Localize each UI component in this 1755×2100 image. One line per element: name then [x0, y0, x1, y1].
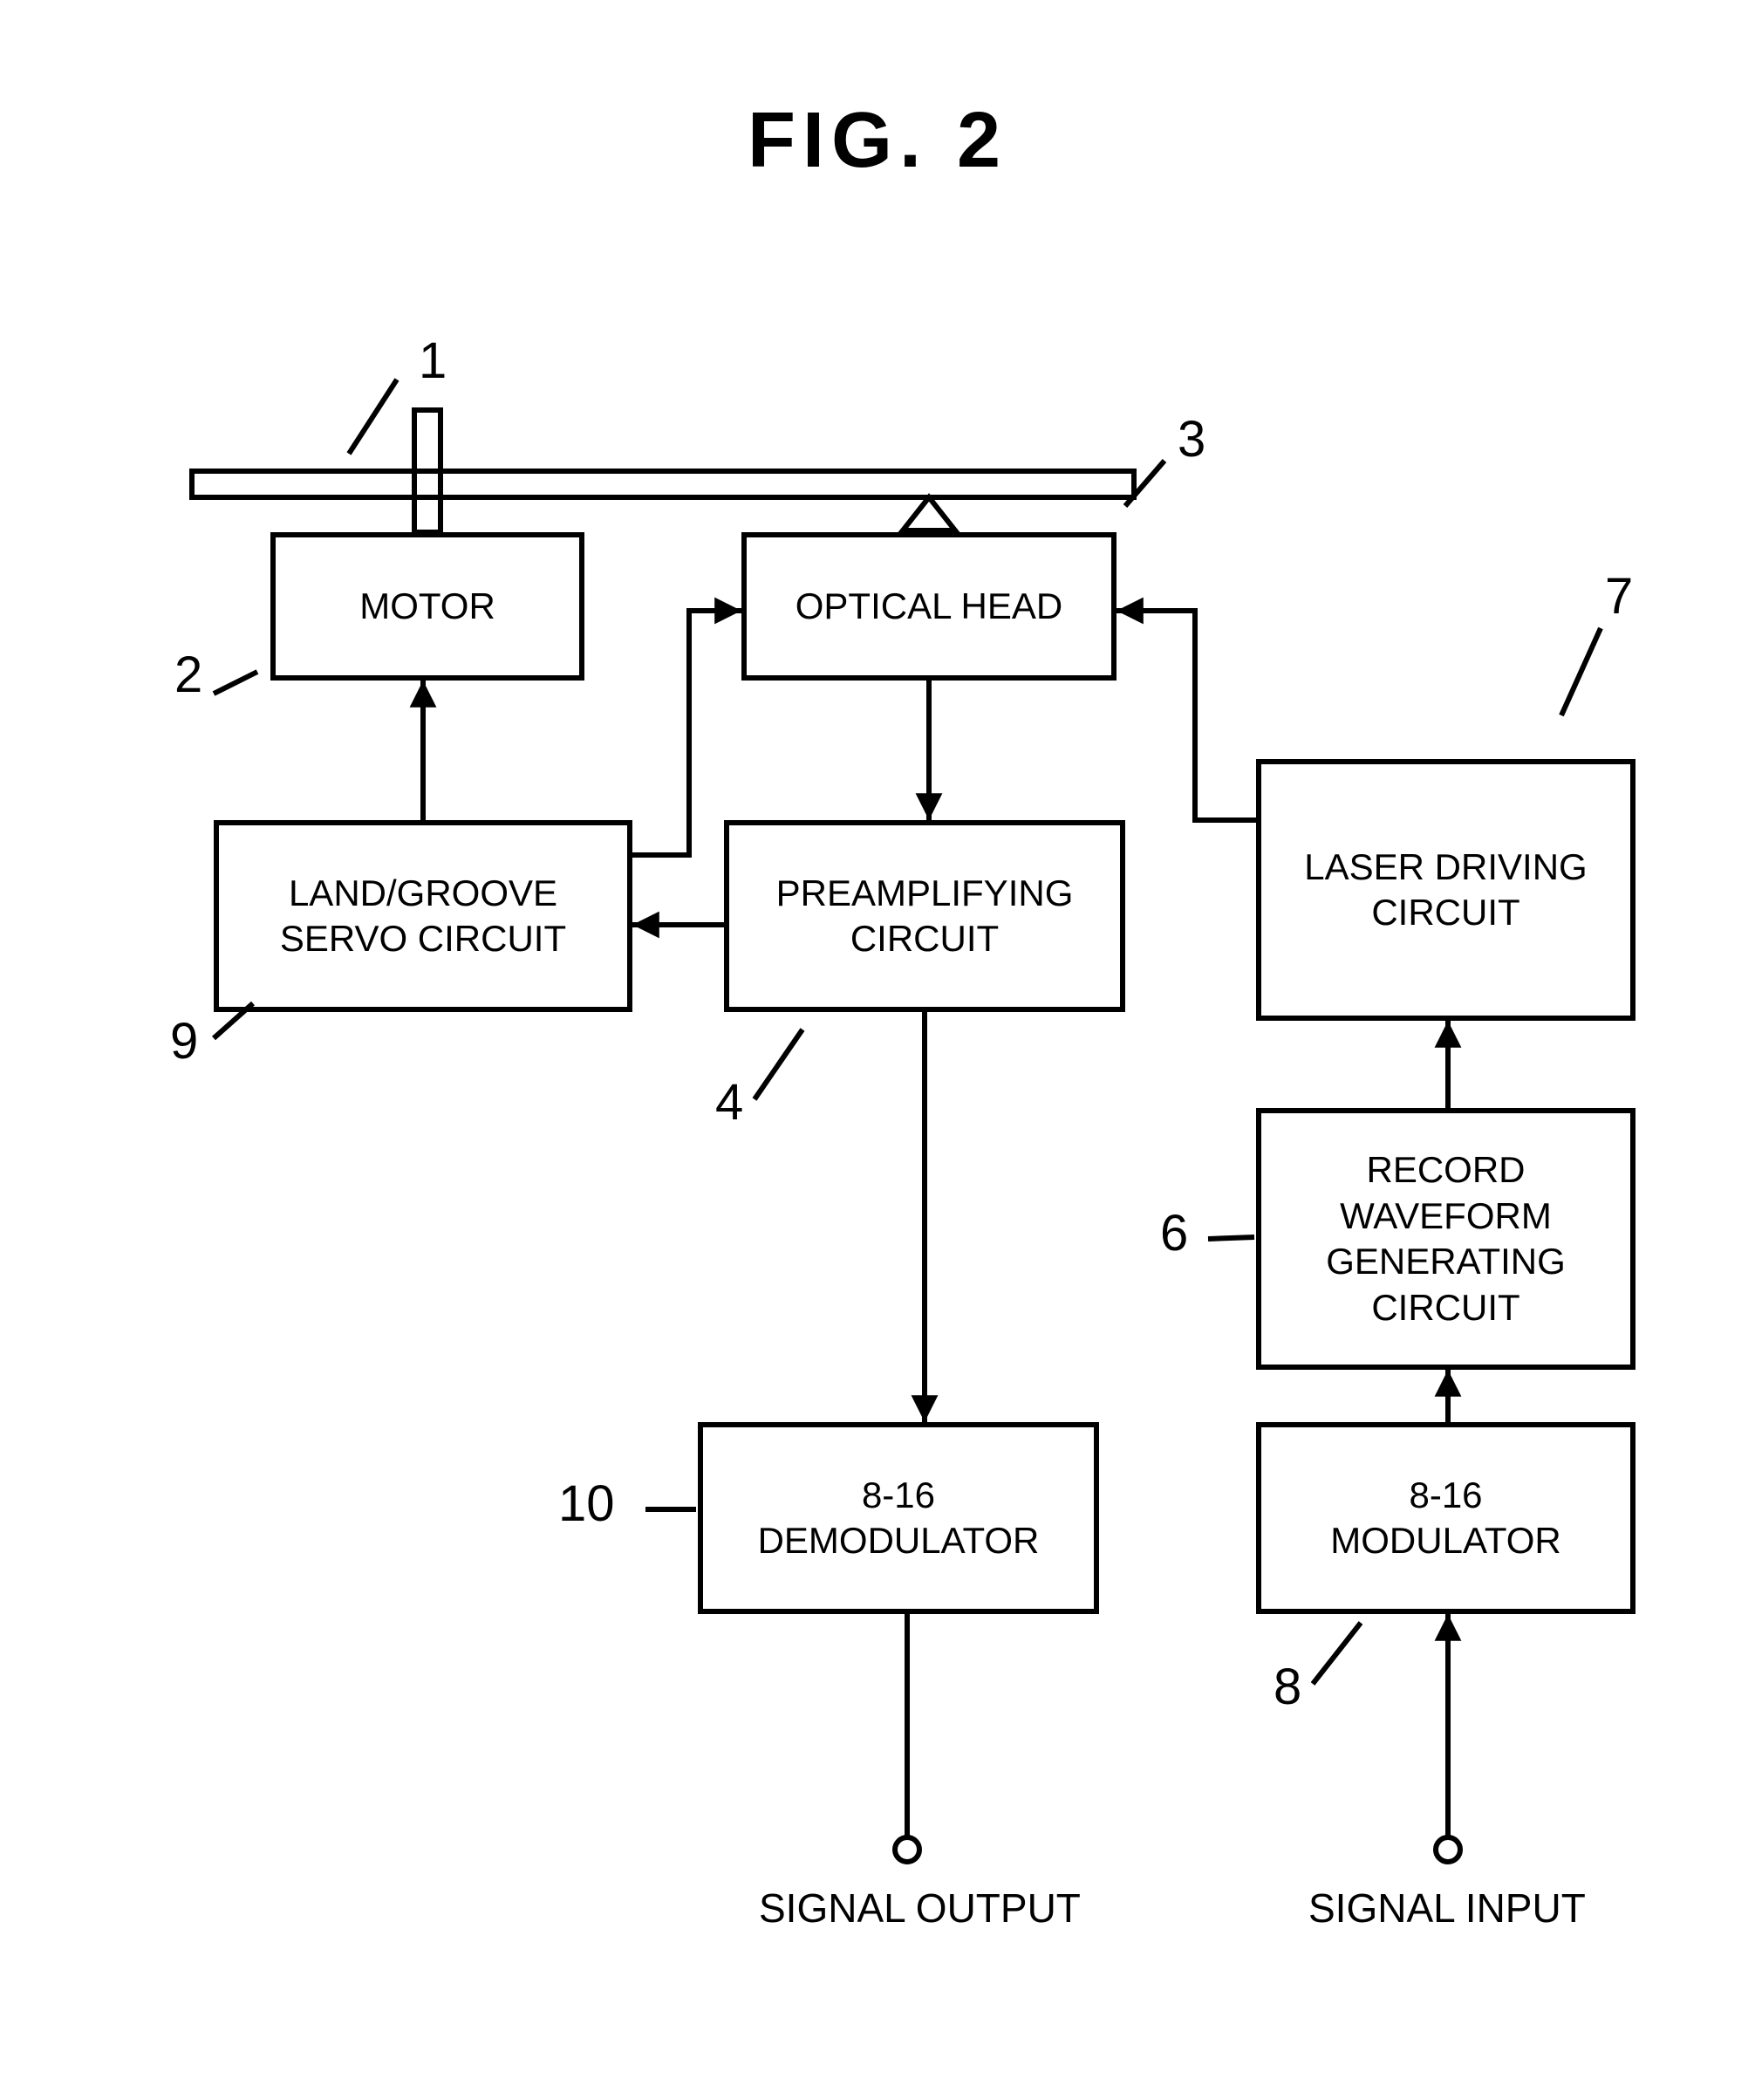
demod-block: 8-16 DEMODULATOR	[698, 1422, 1099, 1614]
ref-4: 4	[715, 1073, 743, 1132]
demod-label: 8-16 DEMODULATOR	[758, 1473, 1040, 1564]
ref-6: 6	[1160, 1204, 1188, 1262]
ref-9: 9	[170, 1012, 198, 1071]
signal-output-label: SIGNAL OUTPUT	[759, 1885, 1081, 1932]
laser-label: LASER DRIVING CIRCUIT	[1304, 845, 1587, 936]
motor-label: MOTOR	[359, 584, 495, 630]
ref-2: 2	[174, 646, 202, 704]
motor-block: MOTOR	[270, 532, 584, 681]
record-block: RECORD WAVEFORM GENERATING CIRCUIT	[1256, 1108, 1635, 1370]
mod-block: 8-16 MODULATOR	[1256, 1422, 1635, 1614]
diagram-overlay	[0, 0, 1755, 2100]
head-label: OPTICAL HEAD	[796, 584, 1063, 630]
ref-8: 8	[1274, 1658, 1301, 1716]
preamp-block: PREAMPLIFYING CIRCUIT	[724, 820, 1125, 1012]
preamp-label: PREAMPLIFYING CIRCUIT	[776, 871, 1074, 962]
ref-3: 3	[1178, 410, 1205, 469]
mod-label: 8-16 MODULATOR	[1330, 1473, 1560, 1564]
servo-block: LAND/GROOVE SERVO CIRCUIT	[214, 820, 632, 1012]
ref-10: 10	[558, 1474, 615, 1533]
optical-head-block: OPTICAL HEAD	[741, 532, 1117, 681]
record-label: RECORD WAVEFORM GENERATING CIRCUIT	[1326, 1147, 1566, 1330]
ref-7: 7	[1605, 567, 1633, 626]
figure-title: FIG. 2	[748, 96, 1007, 186]
servo-label: LAND/GROOVE SERVO CIRCUIT	[280, 871, 566, 962]
ref-1: 1	[419, 332, 447, 390]
signal-input-label: SIGNAL INPUT	[1308, 1885, 1586, 1932]
laser-block: LASER DRIVING CIRCUIT	[1256, 759, 1635, 1021]
